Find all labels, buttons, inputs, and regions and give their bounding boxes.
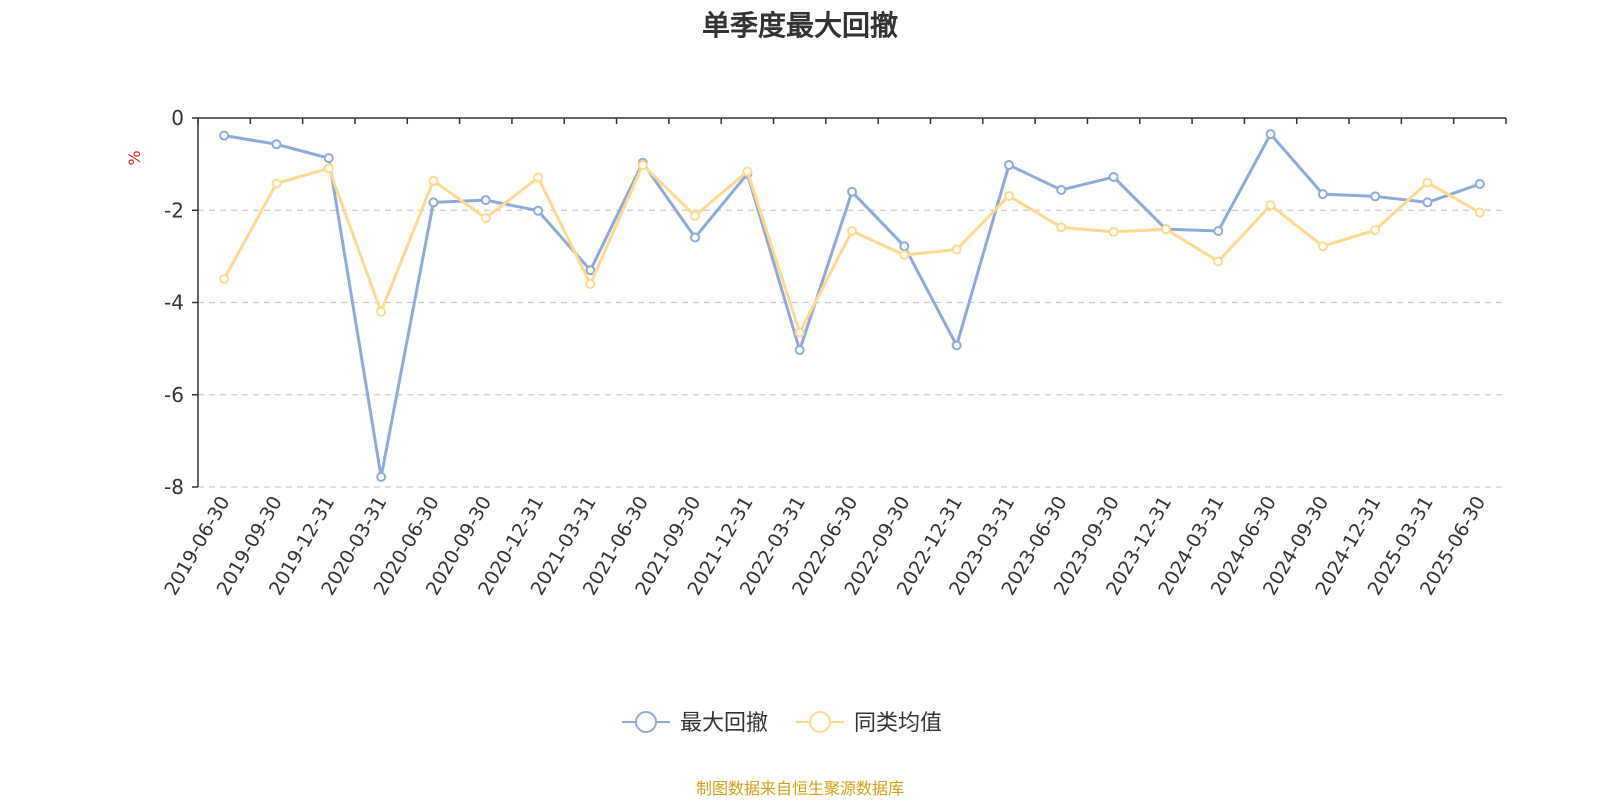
data-point [376, 306, 387, 317]
data-point [480, 195, 491, 206]
data-point [376, 471, 387, 482]
data-point [1317, 189, 1328, 200]
data-point [219, 273, 230, 284]
data-point [1422, 177, 1433, 188]
legend-marker [809, 711, 831, 733]
y-tick-label: -4 [164, 291, 184, 315]
data-point [271, 139, 282, 150]
data-point [690, 210, 701, 221]
data-point [1213, 226, 1224, 237]
data-point [428, 197, 439, 208]
legend-label: 最大回撤 [680, 711, 768, 736]
data-point [690, 232, 701, 243]
data-point [951, 340, 962, 351]
y-axis-unit-label: % [125, 150, 144, 165]
data-point [847, 186, 857, 197]
data-point [637, 160, 648, 171]
data-point [1474, 178, 1485, 189]
data-point [533, 172, 544, 183]
data-point [794, 345, 805, 356]
data-point [1003, 160, 1014, 171]
data-point [742, 166, 753, 177]
data-point [271, 178, 282, 189]
data-point [1370, 225, 1381, 236]
data-point [1056, 222, 1067, 233]
y-tick-label: -6 [164, 383, 184, 407]
series-1 [219, 129, 1485, 482]
data-point [1213, 256, 1224, 267]
data-point [323, 163, 334, 174]
data-point [480, 213, 491, 224]
series-2 [219, 160, 1485, 338]
series-group [219, 129, 1485, 482]
data-point [1370, 191, 1381, 202]
y-tick-label: 0 [171, 106, 184, 130]
data-point [1108, 172, 1119, 183]
data-point [1265, 129, 1276, 140]
data-point [1474, 207, 1485, 218]
data-point [1160, 224, 1171, 235]
data-point [219, 130, 230, 141]
data-point [323, 153, 334, 164]
legend[interactable]: 最大回撤 同类均值 [622, 711, 942, 736]
data-point [1317, 241, 1328, 252]
legend-item-2[interactable]: 同类均值 [796, 711, 942, 736]
source-note: 制图数据来自恒生聚源数据库 [695, 779, 904, 798]
data-point [899, 249, 910, 260]
legend-marker [635, 711, 657, 733]
y-tick-label: -2 [164, 198, 184, 222]
data-point [585, 279, 596, 290]
data-point [585, 265, 596, 276]
data-point [794, 327, 805, 338]
data-point [1265, 200, 1276, 211]
data-point [533, 205, 544, 216]
data-point [951, 244, 962, 255]
data-point [899, 241, 910, 252]
grid-lines [198, 209, 1506, 488]
data-point [1056, 184, 1067, 195]
data-point [1422, 197, 1433, 208]
chart-title: 单季度最大回撤 [701, 9, 898, 42]
data-point [428, 175, 439, 186]
data-point [847, 226, 857, 237]
y-tick-label: -8 [164, 475, 184, 499]
legend-label: 同类均值 [854, 711, 942, 736]
line-chart: 0-2-4-6-82019-06-302019-09-302019-12-312… [125, 106, 1507, 736]
data-point [1003, 190, 1014, 201]
legend-item-1[interactable]: 最大回撤 [622, 711, 768, 736]
data-point [1108, 226, 1119, 237]
series-line [223, 132, 1481, 479]
